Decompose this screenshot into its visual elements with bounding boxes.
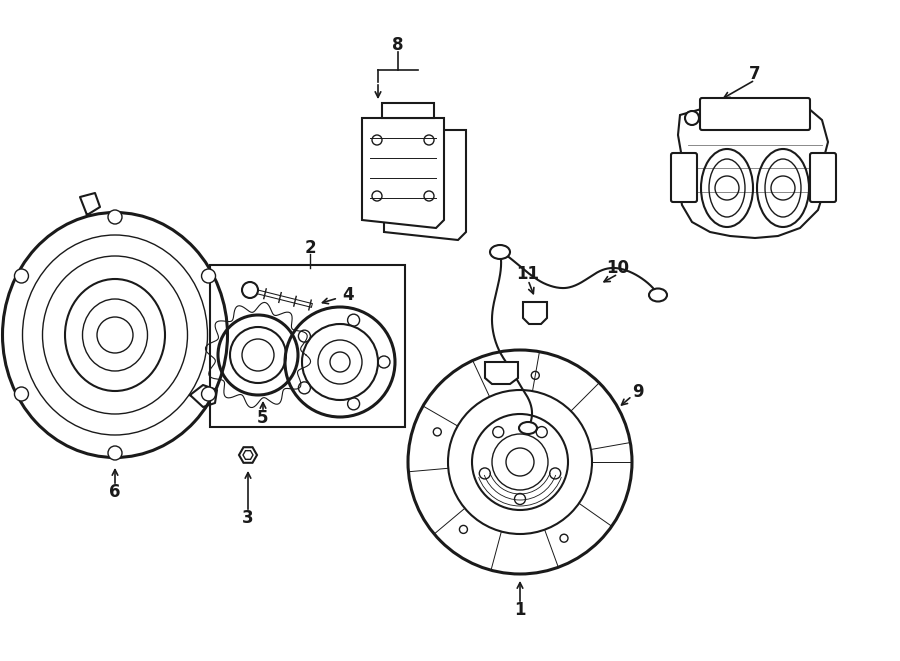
Polygon shape xyxy=(384,130,466,240)
Text: 1: 1 xyxy=(514,601,526,619)
Ellipse shape xyxy=(519,422,537,434)
FancyBboxPatch shape xyxy=(671,153,697,202)
Polygon shape xyxy=(678,100,828,238)
Ellipse shape xyxy=(649,288,667,301)
Ellipse shape xyxy=(490,245,510,259)
Text: 4: 4 xyxy=(342,286,354,304)
Circle shape xyxy=(14,387,29,401)
Text: 11: 11 xyxy=(517,265,539,283)
Polygon shape xyxy=(523,302,547,324)
Text: 9: 9 xyxy=(632,383,644,401)
Text: 2: 2 xyxy=(304,239,316,257)
FancyBboxPatch shape xyxy=(700,98,810,130)
Text: 10: 10 xyxy=(607,259,629,277)
Circle shape xyxy=(202,269,215,283)
Ellipse shape xyxy=(701,149,753,227)
Polygon shape xyxy=(239,447,257,463)
Polygon shape xyxy=(382,103,434,118)
Circle shape xyxy=(685,111,699,125)
Text: 7: 7 xyxy=(749,65,760,83)
Polygon shape xyxy=(362,118,444,228)
Ellipse shape xyxy=(757,149,809,227)
Text: 5: 5 xyxy=(257,409,269,427)
Polygon shape xyxy=(485,362,518,384)
Circle shape xyxy=(242,282,258,298)
Circle shape xyxy=(14,269,29,283)
FancyBboxPatch shape xyxy=(810,153,836,202)
Circle shape xyxy=(108,446,122,460)
Text: 6: 6 xyxy=(109,483,121,501)
Text: 8: 8 xyxy=(392,36,404,54)
Circle shape xyxy=(108,210,122,224)
Circle shape xyxy=(202,387,215,401)
Text: 3: 3 xyxy=(242,509,254,527)
